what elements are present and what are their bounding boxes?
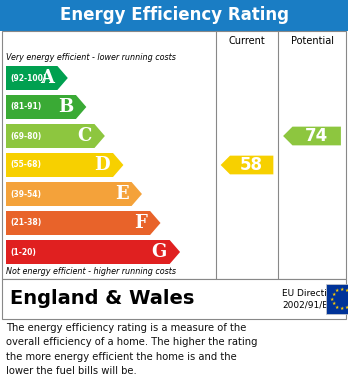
Text: ★: ★ xyxy=(331,292,335,296)
Text: Very energy efficient - lower running costs: Very energy efficient - lower running co… xyxy=(6,54,176,63)
Text: ★: ★ xyxy=(331,301,335,307)
Text: The energy efficiency rating is a measure of the
overall efficiency of a home. T: The energy efficiency rating is a measur… xyxy=(6,323,258,376)
Text: A: A xyxy=(40,69,54,87)
Text: Energy Efficiency Rating: Energy Efficiency Rating xyxy=(60,7,288,25)
Polygon shape xyxy=(283,127,341,145)
Text: 2002/91/EC: 2002/91/EC xyxy=(282,301,334,310)
Text: ★: ★ xyxy=(340,307,344,311)
Text: Not energy efficient - higher running costs: Not energy efficient - higher running co… xyxy=(6,267,176,276)
Text: C: C xyxy=(77,127,92,145)
Bar xyxy=(2,31,346,279)
Polygon shape xyxy=(221,156,273,174)
Text: D: D xyxy=(94,156,110,174)
Polygon shape xyxy=(6,66,68,90)
Text: England & Wales: England & Wales xyxy=(10,289,195,308)
Bar xyxy=(2,279,346,319)
Text: Current: Current xyxy=(229,36,266,46)
Text: 74: 74 xyxy=(305,127,328,145)
Text: (21-38): (21-38) xyxy=(10,219,41,228)
Polygon shape xyxy=(6,153,124,177)
Text: ★: ★ xyxy=(345,288,348,293)
Text: ★: ★ xyxy=(340,287,344,292)
Text: (69-80): (69-80) xyxy=(10,131,41,140)
Polygon shape xyxy=(6,182,142,206)
Polygon shape xyxy=(6,95,86,119)
Text: (1-20): (1-20) xyxy=(10,248,36,256)
Text: ★: ★ xyxy=(330,296,334,301)
Bar xyxy=(0,0,348,31)
Polygon shape xyxy=(6,124,105,148)
Text: ★: ★ xyxy=(335,305,339,310)
Text: F: F xyxy=(134,214,147,232)
Text: E: E xyxy=(115,185,128,203)
Text: (92-100): (92-100) xyxy=(10,74,46,83)
Text: Potential: Potential xyxy=(291,36,333,46)
Polygon shape xyxy=(6,240,180,264)
Text: ★: ★ xyxy=(345,305,348,310)
Text: (39-54): (39-54) xyxy=(10,190,41,199)
Text: 58: 58 xyxy=(240,156,263,174)
Text: B: B xyxy=(58,98,73,116)
Text: G: G xyxy=(151,243,167,261)
Text: ★: ★ xyxy=(335,288,339,293)
Polygon shape xyxy=(6,211,160,235)
Text: EU Directive: EU Directive xyxy=(282,289,338,298)
Text: (55-68): (55-68) xyxy=(10,160,41,170)
Text: (81-91): (81-91) xyxy=(10,102,41,111)
Bar xyxy=(326,284,348,314)
